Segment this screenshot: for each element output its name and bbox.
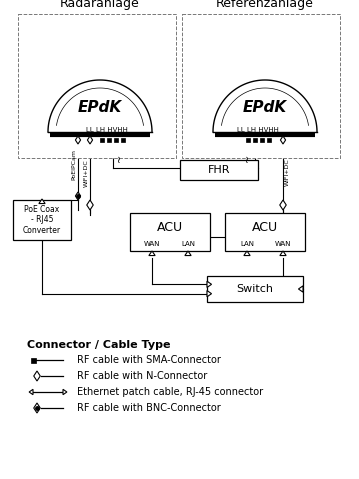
Text: ~: ~ — [243, 154, 253, 162]
Text: LL LH HVHH: LL LH HVHH — [237, 127, 279, 133]
Polygon shape — [29, 389, 33, 395]
Bar — [31, 357, 36, 363]
Bar — [114, 138, 118, 142]
Text: Ethernet patch cable, RJ-45 connector: Ethernet patch cable, RJ-45 connector — [77, 387, 263, 397]
Polygon shape — [39, 199, 45, 204]
Polygon shape — [207, 281, 211, 287]
Text: FHR: FHR — [208, 165, 230, 175]
Polygon shape — [34, 371, 40, 381]
Bar — [260, 138, 264, 142]
Polygon shape — [87, 200, 93, 210]
Text: WiFI+DC: WiFI+DC — [84, 159, 89, 187]
Polygon shape — [280, 136, 286, 144]
Text: RF cable with BNC-Connector: RF cable with BNC-Connector — [77, 403, 221, 413]
Bar — [182, 14, 340, 158]
Polygon shape — [244, 251, 250, 256]
Bar — [253, 138, 257, 142]
Text: Radaranlage: Radaranlage — [60, 0, 140, 10]
Text: RF cable with SMA-Connector: RF cable with SMA-Connector — [77, 355, 221, 365]
Text: Connector / Cable Type: Connector / Cable Type — [27, 340, 171, 350]
Polygon shape — [185, 251, 191, 256]
Polygon shape — [298, 286, 303, 292]
Polygon shape — [207, 291, 211, 297]
Text: PoEIPCam: PoEIPCam — [71, 149, 76, 181]
Text: PoE Coax
- RJ45
Converter: PoE Coax - RJ45 Converter — [23, 205, 61, 235]
Bar — [130, 213, 210, 251]
Text: Switch: Switch — [237, 284, 274, 294]
Bar — [100, 138, 104, 142]
Polygon shape — [280, 251, 286, 256]
Bar — [13, 200, 71, 240]
Text: LAN: LAN — [240, 241, 254, 247]
Bar — [180, 160, 258, 180]
Text: WiFI+DC: WiFI+DC — [285, 158, 290, 186]
Polygon shape — [280, 200, 286, 210]
Bar — [107, 138, 111, 142]
Text: Referenzanlage: Referenzanlage — [216, 0, 314, 10]
Bar — [121, 138, 125, 142]
Text: LL LH HVHH: LL LH HVHH — [86, 127, 128, 133]
Text: RF cable with N-Connector: RF cable with N-Connector — [77, 371, 207, 381]
Bar — [225, 213, 305, 251]
Polygon shape — [75, 192, 81, 200]
Text: EPdK: EPdK — [78, 100, 122, 114]
Text: ~: ~ — [115, 154, 125, 162]
Polygon shape — [63, 389, 67, 395]
Polygon shape — [149, 251, 155, 256]
Text: LAN: LAN — [181, 241, 195, 247]
Text: WAN: WAN — [275, 241, 291, 247]
Polygon shape — [34, 403, 40, 413]
Text: EPdK: EPdK — [243, 100, 287, 114]
Polygon shape — [87, 136, 93, 144]
Bar — [246, 138, 250, 142]
Text: ACU: ACU — [157, 220, 183, 233]
Bar — [267, 138, 271, 142]
Bar — [18, 14, 176, 158]
Polygon shape — [75, 136, 81, 144]
Text: WAN: WAN — [144, 241, 160, 247]
Text: ACU: ACU — [252, 220, 278, 233]
Bar — [207, 276, 303, 302]
